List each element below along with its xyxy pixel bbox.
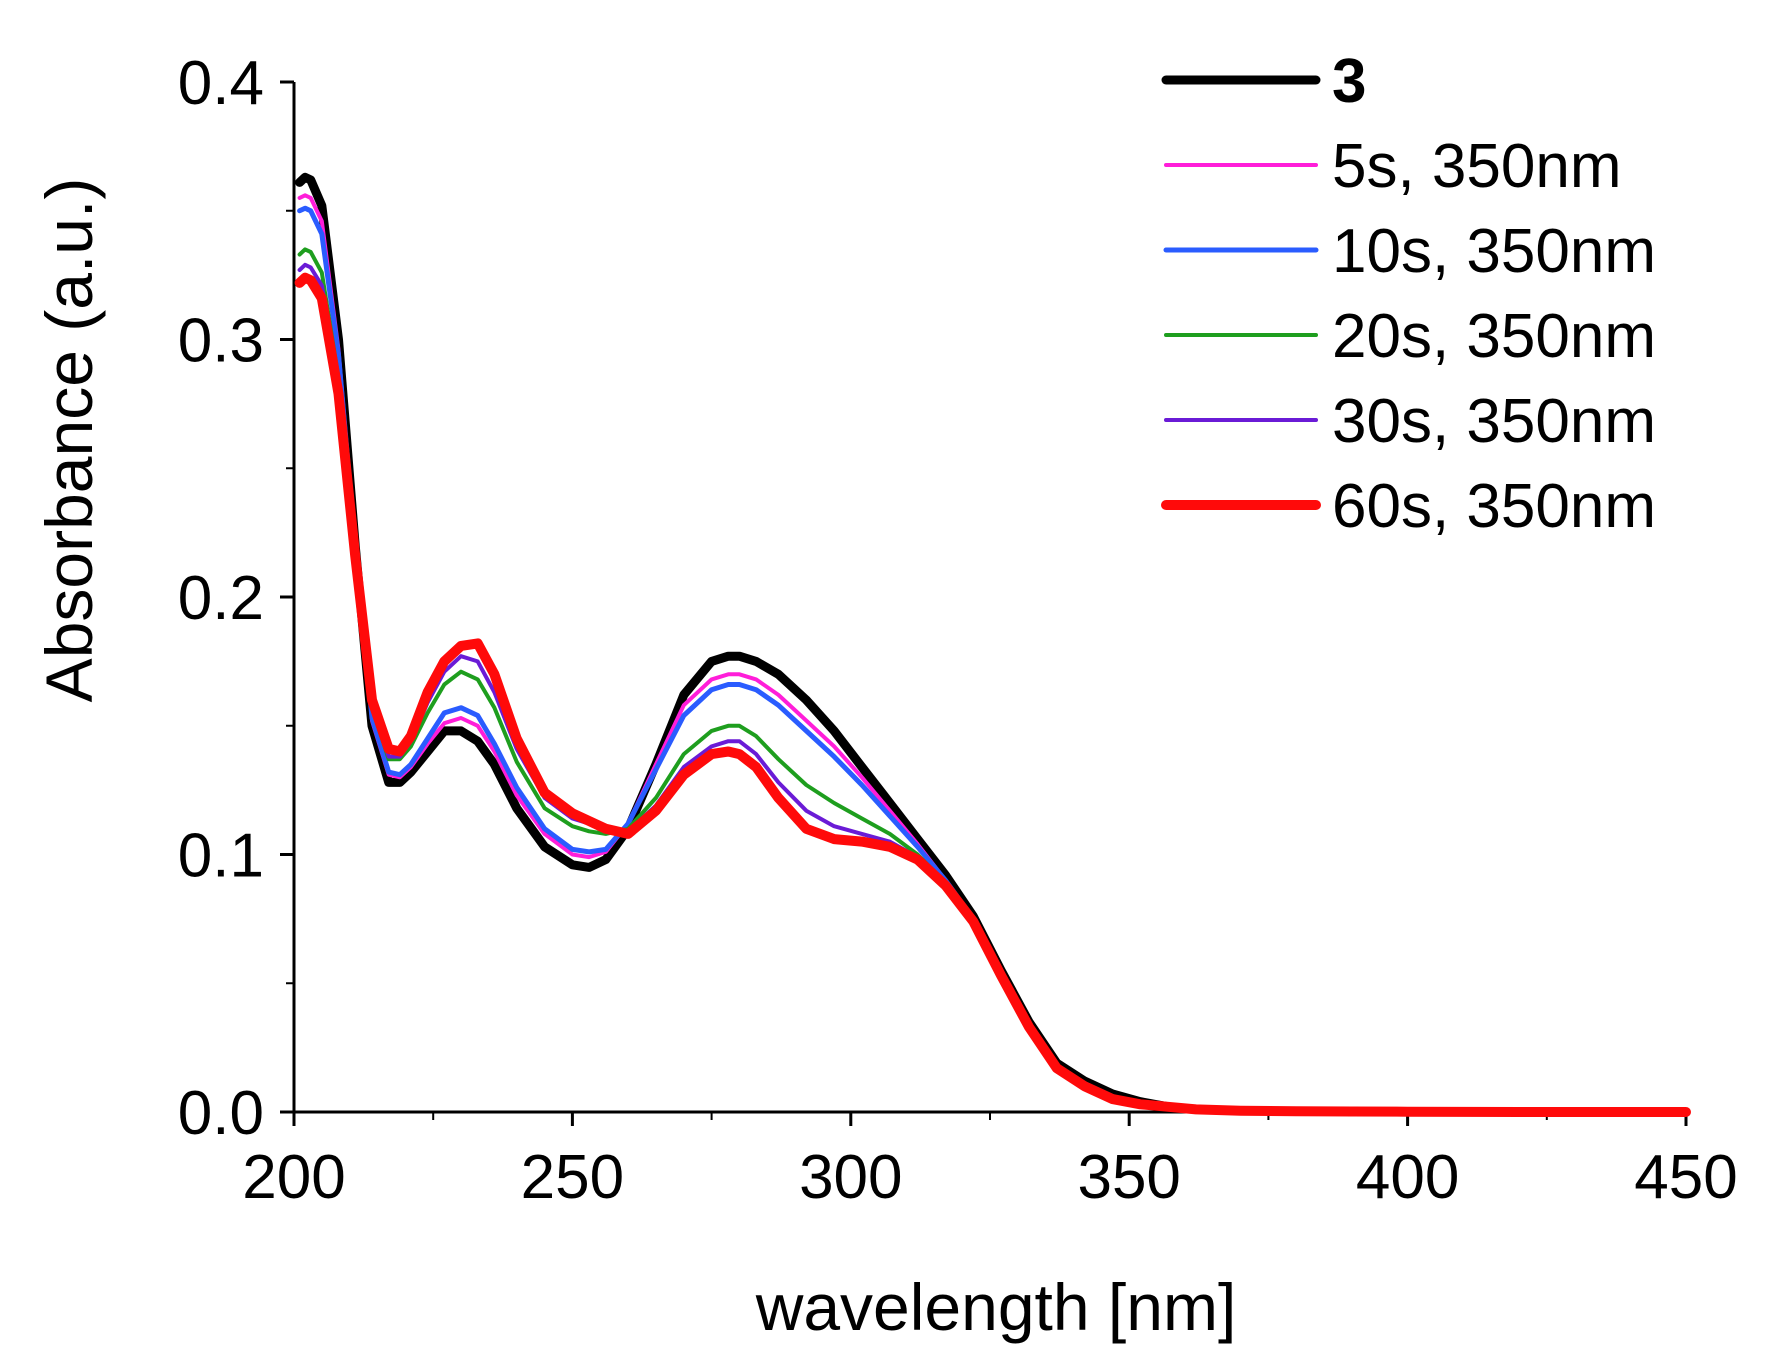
x-axis-label: wavelength [nm] bbox=[755, 1270, 1237, 1344]
y-tick-label: 0.2 bbox=[178, 564, 264, 633]
series-lines bbox=[294, 172, 1691, 1117]
x-tick-label: 450 bbox=[1634, 1143, 1737, 1212]
legend-label-1: 5s, 350nm bbox=[1332, 132, 1622, 201]
axes: 200 250 300 350 400 450 0.0 0.1 0.2 0.3 0.4 bbox=[178, 49, 1738, 1212]
y-tick-label: 0.4 bbox=[178, 49, 264, 118]
y-axis-label: Absorbance (a.u.) bbox=[32, 178, 106, 703]
series-line-5 bbox=[294, 272, 1691, 1117]
x-tick-label: 200 bbox=[242, 1143, 345, 1212]
y-tick-label: 0.0 bbox=[178, 1079, 264, 1148]
x-tick-label: 400 bbox=[1356, 1143, 1459, 1212]
series-line-3 bbox=[297, 247, 1688, 1114]
legend-label-4: 30s, 350nm bbox=[1332, 387, 1656, 456]
x-tick-label: 250 bbox=[521, 1143, 624, 1212]
legend: 3 5s, 350nm 10s, 350nm 20s, 350nm 30s, 350nm… bbox=[1161, 47, 1656, 541]
y-tick-label: 0.1 bbox=[178, 822, 264, 891]
legend-label-5: 60s, 350nm bbox=[1332, 472, 1656, 541]
legend-label-3: 20s, 350nm bbox=[1332, 302, 1656, 371]
legend-label-2: 10s, 350nm bbox=[1332, 217, 1656, 286]
legend-label-0: 3 bbox=[1332, 47, 1366, 116]
x-tick-label: 300 bbox=[799, 1143, 902, 1212]
y-tick-label: 0.3 bbox=[178, 307, 264, 376]
x-tick-label: 350 bbox=[1077, 1143, 1180, 1212]
